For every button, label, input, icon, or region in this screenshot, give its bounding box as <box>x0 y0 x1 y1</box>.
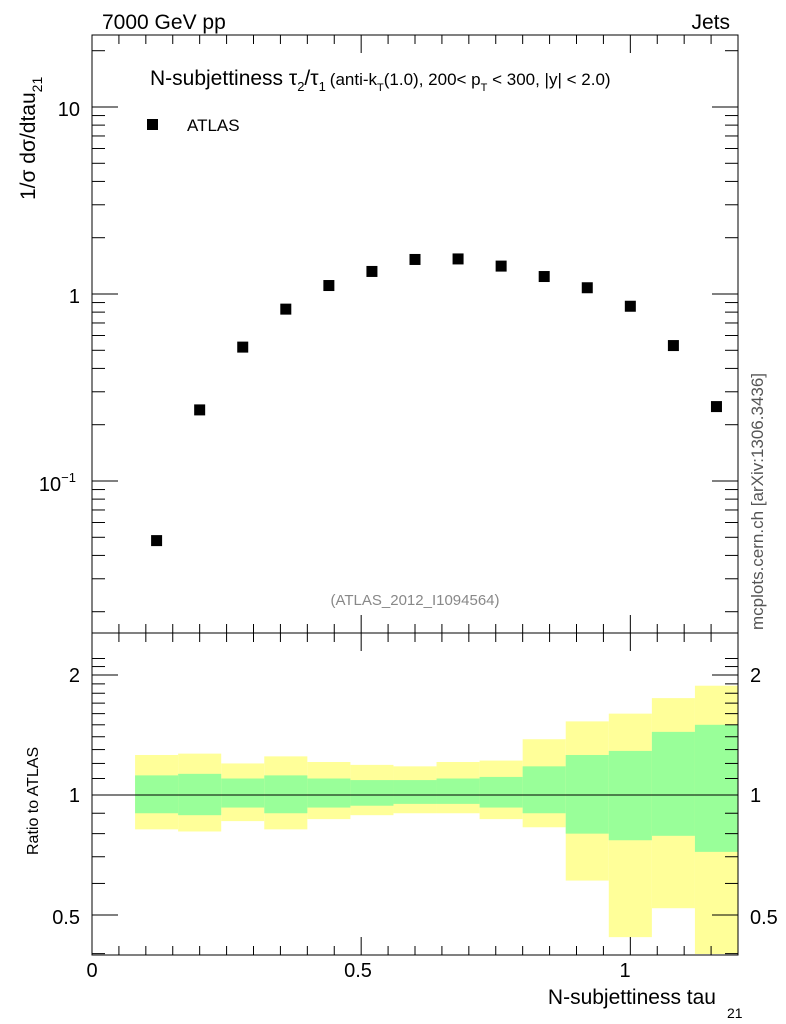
uncertainty-band-inner-bin <box>436 778 480 804</box>
data-point <box>581 282 593 294</box>
uncertainty-band-inner-bin <box>221 778 265 808</box>
main-y-axis-title-text: 1/σ dσ/dtau <box>17 92 40 200</box>
chart-title-cond-sub-t2: T <box>481 82 488 94</box>
uncertainty-band-inner-bin <box>522 766 566 814</box>
uncertainty-band-inner-bin <box>608 750 652 841</box>
x-axis-title-text: N-subjettiness tau <box>548 986 716 1009</box>
data-point <box>624 300 636 312</box>
legend-marker-atlas <box>147 119 158 130</box>
ratio-y-axis-title: Ratio to ATLAS <box>25 747 42 855</box>
main-y-axis-title-sub: 21 <box>29 77 45 93</box>
uncertainty-band-inner-bin <box>651 731 695 836</box>
ratio-y-tick-label-0.5-left: 0.5 <box>52 907 80 929</box>
chart-title: N-subjettiness τ2/τ1 (anti-kT(1.0), 200< … <box>150 67 611 94</box>
uncertainty-band-inner-bin <box>307 778 351 808</box>
uncertainty-band-inner-bin <box>264 775 308 814</box>
uncertainty-band-inner-bin <box>565 754 609 834</box>
x-axis-title-sub: 21 <box>727 1005 743 1021</box>
y-tick-label-0.1-exp: −1 <box>61 470 76 485</box>
data-point <box>323 280 335 292</box>
energy-label: 7000 GeV pp <box>102 11 226 34</box>
main-axis-ticks <box>91 35 739 633</box>
y-tick-label-10: 10 <box>58 99 80 121</box>
chart-title-cond-sub-t: T <box>377 82 384 94</box>
data-point <box>237 341 249 353</box>
data-point <box>151 535 163 547</box>
ratio-y-tick-label-1-right: 1 <box>750 785 761 807</box>
data-point <box>280 303 292 315</box>
chart-title-cond-c: < 300, |y| < 2.0) <box>487 70 610 89</box>
chart-title-sub-1: 1 <box>319 79 326 94</box>
data-point <box>409 253 421 265</box>
x-tick-label-0.5: 0.5 <box>344 960 372 982</box>
ratio-panel: 2 1 0.5 2 1 0.5 Ratio to ATLAS 0 0.5 1 N… <box>25 632 778 1021</box>
data-point <box>452 253 464 265</box>
uncertainty-band-inner-bin <box>135 775 179 814</box>
x-tick-label-0: 0 <box>86 960 97 982</box>
data-point <box>194 404 206 416</box>
main-panel: 10 1 10−1 1/σ dσ/dtau21 N-subjettiness τ… <box>17 34 739 634</box>
main-y-axis-title: 1/σ dσ/dtau21 <box>17 77 45 200</box>
analysis-tag: (ATLAS_2012_I1094564) <box>330 592 499 609</box>
y-tick-label-0.1: 10−1 <box>39 470 76 496</box>
data-point <box>710 401 722 413</box>
legend: ATLAS <box>147 116 240 135</box>
chart-title-sub-2: 2 <box>297 79 304 94</box>
legend-label-atlas: ATLAS <box>187 116 240 135</box>
side-label: mcplots.cern.ch [arXiv:1306.3436] <box>748 373 767 630</box>
ratio-y-tick-label-0.5-right: 0.5 <box>750 907 778 929</box>
data-point <box>667 340 679 352</box>
data-points <box>151 253 722 547</box>
data-point <box>538 271 550 283</box>
uncertainty-band-inner-bin <box>350 780 394 806</box>
y-tick-label-0.1-base: 10 <box>39 474 61 496</box>
uncertainty-band-inner-bin <box>393 780 437 804</box>
process-label: Jets <box>691 11 730 34</box>
data-point <box>495 260 507 272</box>
uncertainty-band-inner-bin <box>479 776 523 808</box>
chart-title-main: N-subjettiness τ <box>150 67 298 90</box>
ratio-y-tick-label-2-right: 2 <box>750 665 761 687</box>
ratio-y-tick-label-2-left: 2 <box>69 665 80 687</box>
chart-title-cond-b: (1.0), 200< p <box>384 70 481 89</box>
ratio-axis-ticks <box>91 633 739 955</box>
uncertainty-band-inner-bin <box>694 724 738 852</box>
ratio-y-tick-label-1-left: 1 <box>69 785 80 807</box>
x-tick-label-1: 1 <box>619 960 630 982</box>
chart-title-cond-a: (anti-k <box>330 70 378 89</box>
y-tick-label-1: 1 <box>69 286 80 308</box>
data-point <box>366 265 378 277</box>
x-axis-title: N-subjettiness tau <box>548 986 716 1009</box>
chart-title-slash: /τ <box>304 67 319 90</box>
